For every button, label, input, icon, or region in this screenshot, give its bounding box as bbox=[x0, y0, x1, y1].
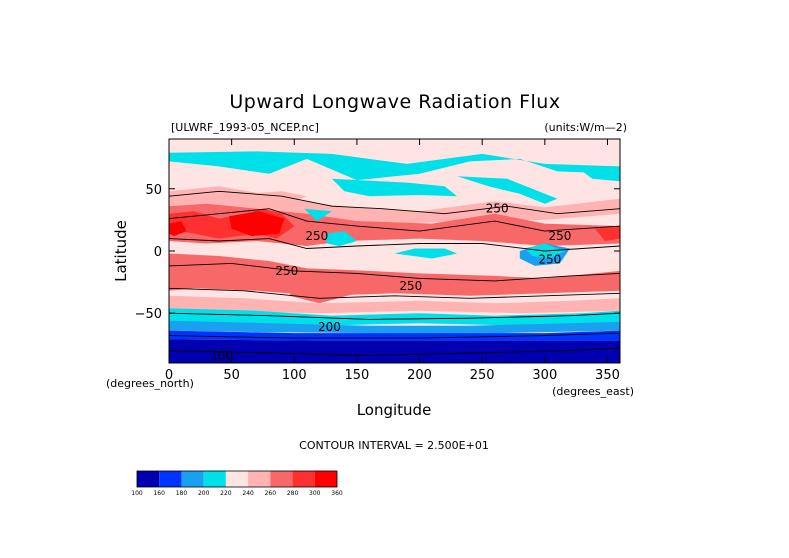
contour-label: 250 bbox=[538, 253, 561, 267]
colorbar: 100 160 180 200 220 240 260 280 300 360 bbox=[131, 470, 343, 497]
sahara-west-bright-red bbox=[169, 221, 187, 237]
colorbar-segment bbox=[248, 471, 271, 487]
contour-label: 250 bbox=[305, 229, 328, 243]
x-tick-label: 200 bbox=[407, 368, 432, 383]
colorbar-label: 300 bbox=[309, 490, 321, 497]
colorbar-segment bbox=[225, 471, 249, 487]
x-tick-label: 250 bbox=[470, 368, 495, 383]
colorbar-segment bbox=[181, 471, 204, 487]
contour-label: 250 bbox=[486, 202, 509, 216]
australia-salmon bbox=[289, 285, 357, 304]
contour-line-1 bbox=[169, 208, 620, 232]
arabia-bright-red bbox=[229, 211, 285, 237]
colorbar-label: 280 bbox=[287, 490, 299, 497]
north-pole-region bbox=[169, 139, 620, 183]
central-pacific-cyan bbox=[394, 248, 458, 259]
contour-label: 250 bbox=[548, 229, 571, 243]
colorbar-segment bbox=[137, 471, 160, 487]
greenland-cyan bbox=[582, 171, 620, 182]
x-tick-label: 150 bbox=[345, 368, 370, 383]
contour-label: 100 bbox=[210, 349, 233, 363]
north-pacific-cyan bbox=[331, 178, 458, 197]
x-axis-title: Longitude bbox=[357, 401, 432, 419]
southern-ocean-cyan bbox=[169, 308, 620, 326]
southern-ocean-sky bbox=[169, 320, 620, 334]
tibet-cyan bbox=[304, 208, 332, 222]
colorbar-label: 220 bbox=[220, 490, 232, 497]
contour-label: 250 bbox=[399, 279, 422, 293]
y-tick-label: −50 bbox=[135, 307, 162, 322]
y-unit-note: (degrees_north) bbox=[106, 377, 194, 390]
colorbar-segment bbox=[292, 471, 315, 487]
y-axis-title: Latitude bbox=[112, 220, 130, 282]
north-america-cyan bbox=[457, 176, 558, 204]
y-tick-label: 0 bbox=[154, 245, 162, 260]
arctic-cyan-band bbox=[169, 151, 620, 181]
x-tick-label: 0 bbox=[165, 368, 173, 383]
x-tick-label: 50 bbox=[223, 368, 240, 383]
y-tick-label: 50 bbox=[145, 183, 162, 198]
contour-line-7 bbox=[169, 347, 620, 356]
contour-line-4 bbox=[169, 287, 620, 299]
contour-line-5 bbox=[169, 312, 620, 320]
contour-label: 200 bbox=[318, 320, 341, 334]
chart-title: Upward Longwave Radiation Flux bbox=[229, 91, 560, 113]
contour-lines bbox=[169, 190, 620, 356]
colorbar-label: 100 bbox=[131, 490, 143, 497]
units-label: (units:W/m—2) bbox=[544, 121, 627, 134]
x-tick-label: 350 bbox=[595, 368, 620, 383]
southern-midlatitude-pink bbox=[169, 295, 620, 314]
x-tick-label: 300 bbox=[532, 368, 557, 383]
colorbar-label: 260 bbox=[265, 490, 277, 497]
axis-layer: 0 50 100 150 200 250 300 350 50 0 −50 bbox=[135, 139, 620, 383]
dataset-label: [ULWRF_1993-05_NCEP.nc] bbox=[171, 121, 319, 134]
contour-line-3 bbox=[169, 262, 620, 282]
colorbar-label: 200 bbox=[198, 490, 210, 497]
x-unit-note: (degrees_east) bbox=[552, 385, 634, 398]
contour-line-6 bbox=[169, 332, 620, 339]
colorbar-segment bbox=[159, 471, 182, 487]
contour-interval: CONTOUR INTERVAL = 2.500E+01 bbox=[299, 439, 489, 452]
colorbar-segment bbox=[203, 471, 226, 487]
contour-label: 250 bbox=[275, 264, 298, 278]
colorbar-label: 180 bbox=[176, 490, 188, 497]
contour-labels: 250 250 250 250 250 250 200 100 bbox=[210, 202, 571, 363]
antarctic-deep-blue bbox=[169, 339, 620, 363]
contour-line-2 bbox=[169, 238, 620, 252]
x-tick-label: 100 bbox=[282, 368, 307, 383]
south-subtropics-salmon bbox=[169, 253, 620, 296]
colorbar-label: 240 bbox=[242, 490, 254, 497]
atlantic-east-red bbox=[594, 226, 620, 241]
colorbar-segment bbox=[314, 471, 337, 487]
contour-line-0 bbox=[169, 190, 620, 215]
maritime-cyan bbox=[325, 231, 357, 246]
colorbar-frame bbox=[136, 470, 338, 488]
colorbar-segment bbox=[270, 471, 293, 487]
plot-area: 250 250 250 250 250 250 200 100 bbox=[169, 139, 620, 363]
colorbar-label: 360 bbox=[331, 490, 343, 497]
colorbar-label: 160 bbox=[153, 490, 165, 497]
